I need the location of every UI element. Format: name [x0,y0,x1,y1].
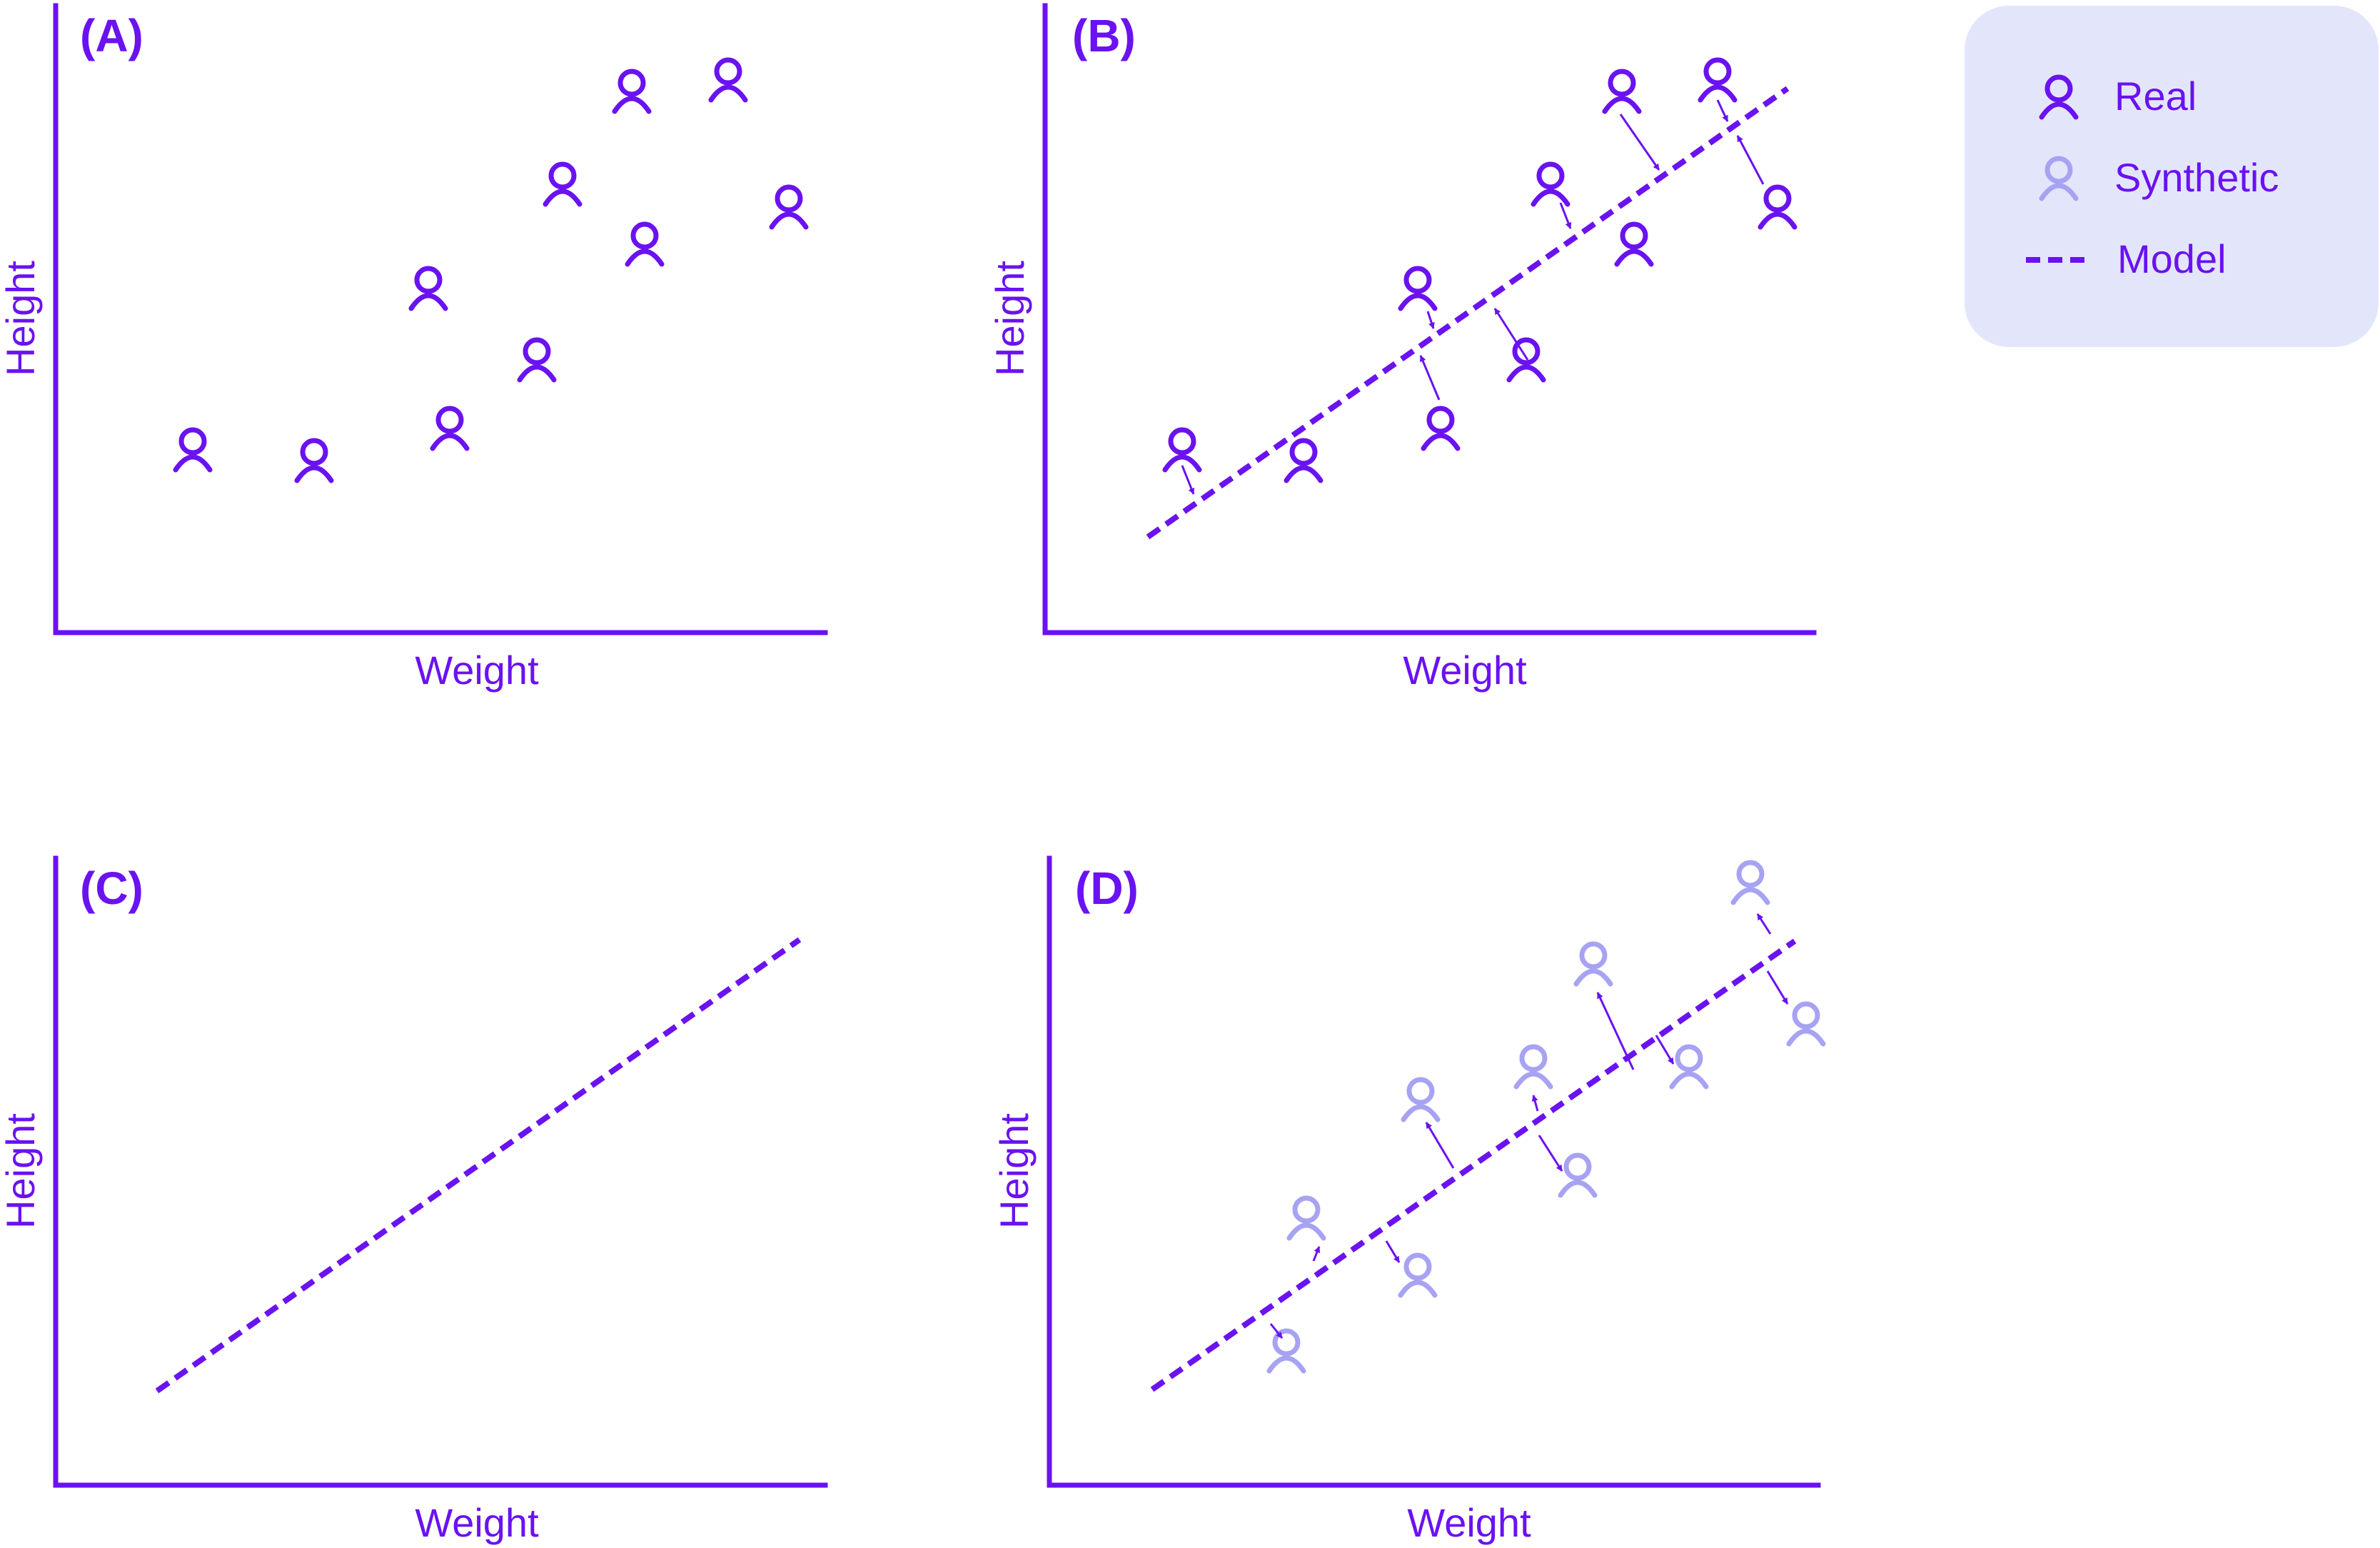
residual-arrow [1756,913,1772,935]
real-person-icon [1421,406,1461,451]
residual-arrow [1312,1246,1321,1262]
panel-b-x-axis-label: Weight [1403,648,1527,693]
panel-d-residual-arrows [1269,913,1789,1339]
residual-arrow [1538,1135,1563,1172]
legend-synthetic-icon [2039,156,2079,201]
panel-d-model-line [1150,938,1797,1392]
synthetic-person-icon [1730,860,1770,905]
panel-a-label: (A) [80,10,143,61]
residual-arrow [1493,308,1529,361]
panel-b: (B) Weight Height [987,3,1817,693]
panel-d-label: (D) [1075,863,1139,914]
real-person-icon [708,57,748,103]
panel-d-points [1266,860,1826,1374]
synthetic-person-icon [1513,1044,1553,1090]
panel-d-y-axis-label: Height [992,1113,1037,1229]
panel-b-model-line [1146,86,1790,540]
real-person-icon [430,406,470,451]
legend: Real Synthetic Model [1965,6,2379,347]
residual-arrow [1596,992,1635,1070]
panel-b-label: (B) [1072,10,1136,61]
panel-a: (A) Weight Height [0,3,828,693]
panel-b-y-axis-label: Height [987,261,1032,376]
residual-arrow [1385,1240,1401,1263]
real-person-icon [1758,184,1797,230]
real-person-icon [1531,161,1570,207]
real-person-icon [625,221,665,267]
real-person-icon [1162,427,1202,473]
real-person-icon [294,438,334,483]
person-icon [2039,74,2079,120]
residual-arrow [1419,355,1441,401]
panel-c-axes [53,855,828,1488]
real-person-icon [173,427,213,473]
synthetic-person-icon [1669,1044,1709,1090]
real-person-icon [517,337,557,383]
real-person-icon [1698,57,1738,103]
residual-arrow [1531,1095,1539,1112]
panel-d-axes [1047,855,1821,1488]
real-person-icon [1614,221,1654,267]
real-person-icon [1284,438,1323,483]
panel-c-label: (C) [80,863,143,914]
residual-arrow [1425,1122,1455,1169]
real-person-icon [612,69,652,114]
residual-arrow [1736,135,1765,185]
residual-arrow [1426,311,1435,329]
panel-c-x-axis-label: Weight [415,1500,539,1545]
synthetic-person-icon [1401,1077,1441,1122]
legend-synthetic-label: Synthetic [2114,155,2279,200]
residual-arrow [1619,114,1660,171]
synthetic-person-icon [1266,1328,1306,1374]
residual-arrow [1655,1035,1675,1065]
panel-a-x-axis-label: Weight [415,648,539,693]
real-person-icon [408,266,448,311]
synthetic-person-icon [1786,1001,1826,1047]
legend-model-label: Model [2117,236,2227,281]
panel-d: (D) Weight Height [992,855,1826,1545]
panel-a-axes [53,3,828,635]
residual-arrow [1181,465,1195,495]
panel-c-model-line [155,937,802,1394]
synthetic-person-icon [1573,941,1613,987]
legend-real-icon [2039,74,2079,120]
panel-c-y-axis-label: Height [0,1113,43,1229]
residual-arrow [1559,202,1572,229]
panel-a-points [173,57,809,483]
residual-arrow [1269,1323,1284,1339]
panel-d-x-axis-label: Weight [1407,1500,1531,1545]
residual-arrow [1716,99,1729,122]
synthetic-person-icon [1558,1152,1598,1198]
synthetic-person-icon [1398,1252,1438,1298]
real-person-icon [1506,337,1546,383]
synthetic-person-icon [1286,1195,1326,1241]
real-person-icon [1602,69,1642,114]
panel-b-points [1162,57,1797,483]
legend-real-label: Real [2114,74,2197,119]
panel-a-y-axis-label: Height [0,261,43,376]
residual-arrow [1766,970,1789,1005]
real-person-icon [543,161,583,207]
real-person-icon [769,184,809,230]
panel-b-axes [1042,3,1817,635]
real-person-icon [1398,266,1438,311]
panel-b-residual-arrows [1181,99,1765,495]
person-icon [2039,156,2079,201]
panel-c: (C) Weight Height [0,855,828,1545]
